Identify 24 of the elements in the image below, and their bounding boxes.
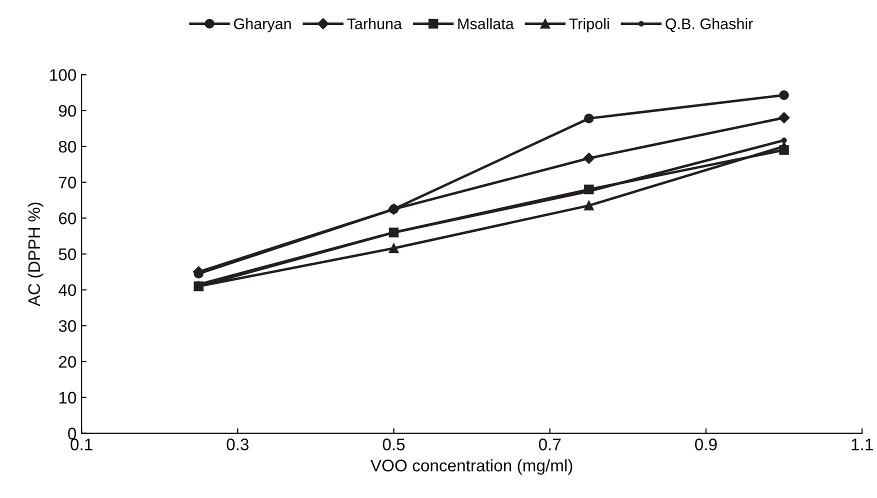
y-axis-title: AC (DPPH %) [28,202,44,306]
y-tick-label: 20 [59,356,76,368]
y-tick-label: 70 [59,176,76,188]
y-tick-label: 10 [59,392,76,404]
y-tick-label: 30 [58,320,76,332]
y-tick-label: 0 [68,428,76,440]
x-tick-label: 0.3 [226,438,249,450]
x-tick-label: 1.1 [852,438,873,450]
x-tick-label: 0.7 [538,438,561,450]
y-tick-label: 60 [59,212,76,224]
y-tick-label: 50 [58,248,76,260]
legend-label: Tarhuna [347,18,402,30]
y-tick-label: 80 [58,140,76,153]
legend-label: Gharyan [234,18,291,32]
x-tick-label: 0.1 [70,438,92,450]
x-axis-title: VOO concentration (mg/ml) [370,459,572,475]
x-tick-label: 0.5 [382,438,405,450]
legend-label: Tripoli [569,18,609,32]
y-tick-label: 90 [58,104,76,117]
legend-label: Msallata [458,18,514,30]
legend-label: Q.B. Ghashir [666,18,753,32]
x-tick-label: 0.9 [695,438,717,450]
y-tick-label: 100 [50,69,76,81]
y-tick-label: 40 [58,284,76,296]
